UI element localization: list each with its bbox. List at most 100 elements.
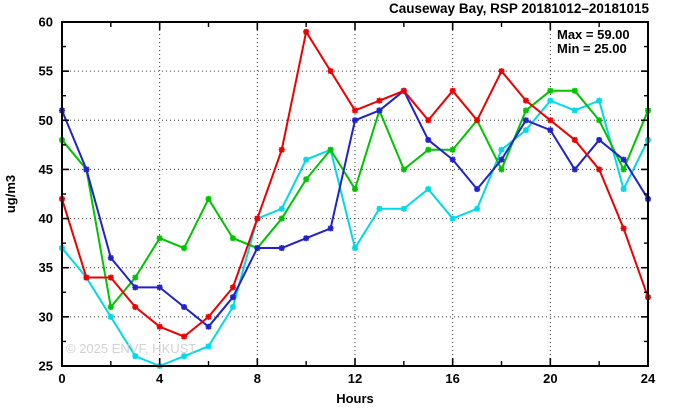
y-tick-label: 50 xyxy=(39,113,53,128)
series-cyan-marker xyxy=(400,205,407,212)
plot-border xyxy=(61,21,649,367)
series-red-marker xyxy=(303,28,310,35)
y-tick-label: 25 xyxy=(39,359,53,374)
series-cyan-marker xyxy=(547,97,554,104)
series-green-marker xyxy=(352,186,358,193)
series-green-marker xyxy=(107,304,114,311)
x-tick-label: 0 xyxy=(58,371,65,386)
series-blue-marker xyxy=(571,166,578,173)
series-red-marker xyxy=(156,323,163,330)
series-green-marker xyxy=(498,166,505,173)
series-blue xyxy=(59,87,651,330)
series-green-marker xyxy=(327,146,334,153)
series-cyan-marker xyxy=(107,313,114,320)
series-red-marker xyxy=(498,68,505,75)
series-blue-marker xyxy=(474,186,481,193)
series-blue-marker xyxy=(376,107,383,114)
y-tick-label: 35 xyxy=(39,260,53,275)
series-blue-marker xyxy=(156,284,163,291)
series-red-marker xyxy=(425,117,432,124)
y-tick-label: 60 xyxy=(39,15,53,30)
series-blue-marker xyxy=(205,323,212,330)
series-green-marker xyxy=(303,176,310,183)
series-cyan-marker xyxy=(181,353,188,360)
series-blue-marker xyxy=(522,117,529,124)
series-red-marker xyxy=(376,97,383,104)
series-red-marker xyxy=(620,225,627,232)
series-red xyxy=(59,28,651,340)
series-blue-marker xyxy=(547,127,554,134)
series-cyan-marker xyxy=(425,186,432,193)
series-blue-marker xyxy=(327,225,334,232)
series-red-marker xyxy=(522,97,529,104)
series-blue-marker xyxy=(303,235,310,242)
series-green-marker xyxy=(181,245,188,252)
series-cyan-marker xyxy=(596,97,603,104)
series-cyan-marker xyxy=(376,205,383,212)
y-tick-label: 55 xyxy=(39,64,53,79)
y-tick-label: 40 xyxy=(39,211,53,226)
series-green-marker xyxy=(522,107,529,114)
series-green-marker xyxy=(425,146,432,153)
series-blue-marker xyxy=(596,136,603,143)
x-tick-label: 12 xyxy=(348,371,362,386)
series-green-marker xyxy=(547,87,554,94)
series-red-marker xyxy=(474,117,481,124)
y-axis-label: ug/m3 xyxy=(3,175,18,213)
series-blue-marker xyxy=(107,254,114,261)
series-blue-marker xyxy=(132,284,139,291)
series-green-marker xyxy=(620,166,627,173)
series-blue-marker xyxy=(425,136,432,143)
series-cyan-marker xyxy=(303,156,310,163)
series-red-marker xyxy=(449,87,456,94)
series-cyan-marker xyxy=(474,205,481,212)
y-tick-label: 45 xyxy=(39,162,53,177)
series-red-marker xyxy=(571,136,578,143)
series-green-marker xyxy=(571,87,578,94)
series-blue-marker xyxy=(449,156,456,163)
series-cyan-marker xyxy=(278,205,285,212)
min-annotation: Min = 25.00 xyxy=(557,41,627,56)
series-green-marker xyxy=(229,235,236,242)
series-blue-marker xyxy=(181,304,188,311)
series-green-marker xyxy=(449,146,456,153)
series-red-marker xyxy=(352,107,358,114)
series-cyan-marker xyxy=(449,215,456,222)
series-blue-marker xyxy=(498,156,505,163)
series-cyan-marker xyxy=(229,304,236,311)
series-blue-marker xyxy=(254,245,261,252)
series-green-marker xyxy=(205,195,212,202)
series-red-marker xyxy=(229,284,236,291)
series-green-marker xyxy=(400,166,407,173)
series-red-marker xyxy=(107,274,114,281)
series-red-marker xyxy=(205,313,212,320)
series-green-marker xyxy=(278,215,285,222)
series-cyan-marker xyxy=(522,127,529,134)
series-red-marker xyxy=(596,166,603,173)
series-cyan-marker xyxy=(132,353,139,360)
series-cyan-marker xyxy=(205,343,212,350)
series-blue-marker xyxy=(620,156,627,163)
series-blue-marker xyxy=(278,245,285,252)
series-red-marker xyxy=(181,333,188,340)
series-red-marker xyxy=(400,87,407,94)
series-red-marker xyxy=(327,68,334,75)
max-annotation: Max = 59.00 xyxy=(557,27,630,42)
x-tick-label: 24 xyxy=(641,371,656,386)
x-tick-label: 20 xyxy=(543,371,557,386)
series-red-marker xyxy=(132,304,139,311)
series-cyan-marker xyxy=(620,186,627,193)
x-tick-label: 16 xyxy=(445,371,459,386)
x-tick-label: 8 xyxy=(254,371,261,386)
series-red-marker xyxy=(254,215,261,222)
y-tick-label: 30 xyxy=(39,309,53,324)
series-green-marker xyxy=(596,117,603,124)
x-tick-label: 4 xyxy=(156,371,164,386)
series-red-marker xyxy=(278,146,285,153)
label-layer: 0 4 8 12 16 20 24 25 30 35 40 45 50 55 60 xyxy=(39,15,656,387)
series-cyan-marker xyxy=(571,107,578,114)
series-layer xyxy=(59,28,651,369)
chart-title: Causeway Bay, RSP 20181012–20181015 xyxy=(389,1,649,16)
